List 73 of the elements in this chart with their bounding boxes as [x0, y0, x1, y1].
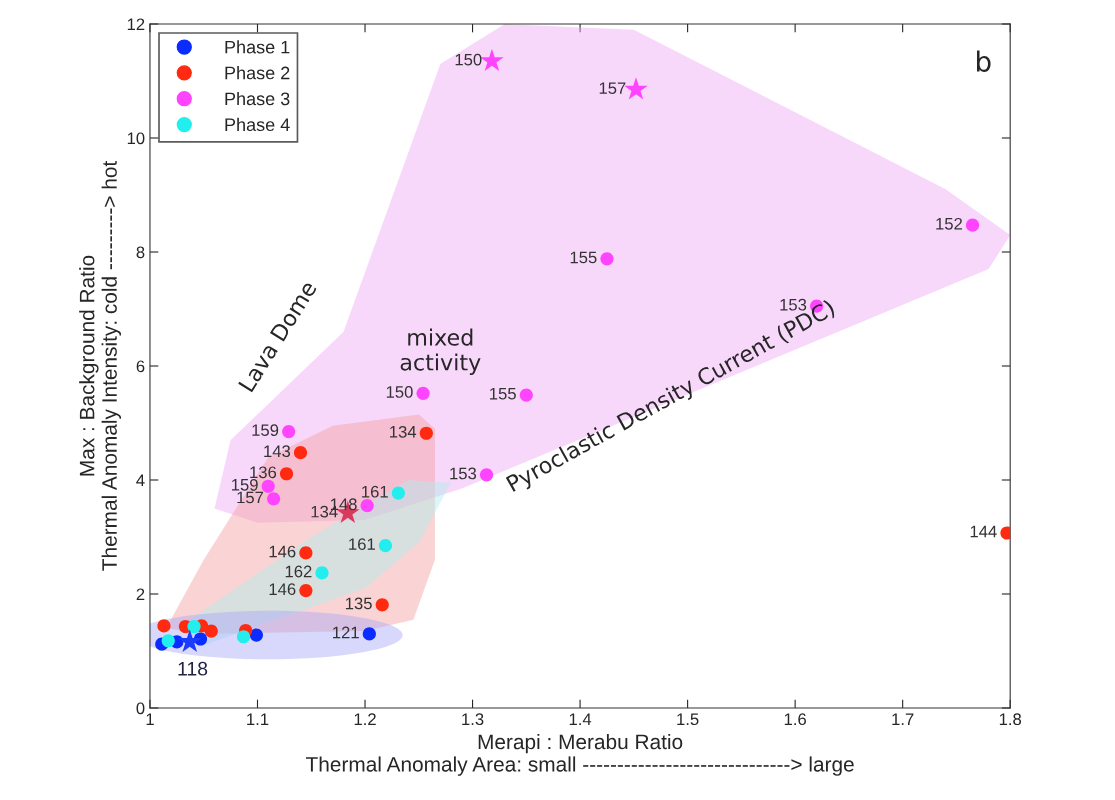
- point: [378, 538, 393, 553]
- annotation: 162: [285, 565, 312, 578]
- annotation: 146: [269, 583, 296, 596]
- legend-label: Phase 1: [225, 40, 290, 54]
- annotation: 153: [450, 467, 477, 480]
- annotation: 155: [490, 387, 516, 400]
- annotation: 146: [269, 545, 296, 558]
- point: [267, 492, 281, 506]
- y-tick-label: 6: [136, 360, 145, 373]
- y-tick-label: 4: [136, 474, 145, 487]
- point: [299, 546, 313, 560]
- annotation: 157: [237, 491, 264, 504]
- y-tick-label: 0: [136, 702, 145, 715]
- annotation: 143: [264, 445, 291, 458]
- annotation: 161: [362, 485, 388, 498]
- point: [375, 598, 389, 612]
- y-tick-label: 2: [136, 588, 145, 601]
- x-tick-label: 1.6: [784, 713, 806, 726]
- annotation: 150: [455, 53, 482, 66]
- point: [391, 486, 405, 500]
- y-tick-label: 10: [127, 132, 145, 145]
- point: [236, 630, 251, 644]
- x-tick-label: 1.4: [569, 713, 592, 725]
- annotation: 121: [333, 626, 359, 639]
- point: [299, 583, 313, 598]
- point: [315, 566, 329, 580]
- annotation: 157: [599, 82, 626, 95]
- x-tick-label: 1.8: [999, 713, 1022, 726]
- annotation: 152: [936, 217, 962, 230]
- point: [187, 619, 201, 634]
- point: [519, 388, 533, 402]
- point: [293, 446, 308, 460]
- point: [161, 634, 175, 648]
- annotation: 144: [970, 525, 997, 538]
- point: [479, 468, 494, 482]
- annotation: 161: [349, 538, 375, 551]
- x-tick-label: 1.2: [354, 713, 376, 725]
- annotation: 118: [178, 661, 208, 676]
- annotation: b: [977, 50, 991, 72]
- x-tick-label: 1.3: [462, 713, 484, 726]
- x-axis-title: Merapi : Merabu Ratio Thermal Anomaly Area: small ------------------------------> large: [306, 733, 854, 776]
- point: [204, 624, 218, 638]
- point: [177, 629, 202, 652]
- point: [419, 426, 433, 440]
- legend-label: Phase 3: [225, 91, 290, 106]
- legend-label: Phase 2: [225, 66, 290, 80]
- annotation: mixed activity: [400, 328, 481, 375]
- point: [965, 218, 980, 232]
- y-tick-label: 12: [127, 18, 145, 31]
- point: [279, 467, 294, 481]
- x-tick-label: 1.5: [677, 713, 699, 726]
- annotation: 159: [231, 478, 258, 491]
- legend-label: Phase 4: [225, 117, 290, 132]
- annotation: 159: [252, 424, 279, 437]
- point: [600, 252, 614, 266]
- point: [416, 386, 430, 400]
- y-tick-label: 8: [136, 246, 145, 259]
- point: [282, 424, 296, 439]
- y-axis-title: Max : Background Ratio Thermal Anomaly Intensity: cold ---------> hot: [79, 160, 122, 571]
- annotation: 155: [570, 251, 597, 264]
- x-tick-label: 1.1: [247, 713, 269, 725]
- annotation: 135: [345, 597, 372, 610]
- annotation: 136: [250, 466, 277, 479]
- x-tick-label: 1: [146, 713, 154, 725]
- point: [480, 48, 504, 72]
- point: [360, 499, 374, 513]
- point: [157, 619, 171, 633]
- point: [249, 628, 264, 642]
- annotation: 150: [386, 386, 413, 398]
- point: [362, 627, 376, 641]
- annotation: 134: [390, 425, 417, 438]
- point: [624, 77, 648, 100]
- x-tick-label: 1.7: [892, 713, 914, 725]
